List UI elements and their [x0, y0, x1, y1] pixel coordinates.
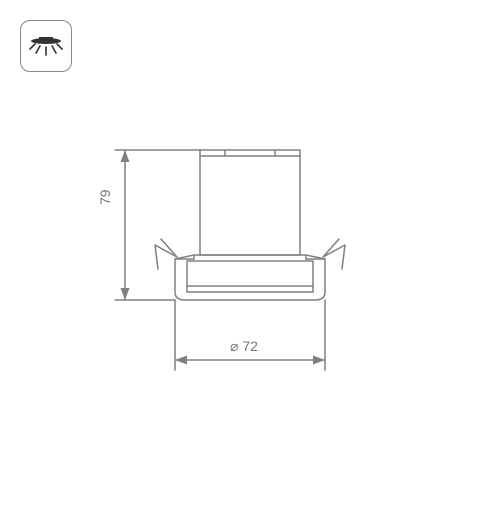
diameter-dimension-label: ⌀ 72: [230, 338, 258, 355]
drawing-svg: [0, 0, 500, 500]
technical-drawing-canvas: 79 ⌀ 72: [0, 0, 500, 500]
downlight-icon: [20, 20, 72, 72]
height-dimension-label: 79: [97, 189, 113, 205]
